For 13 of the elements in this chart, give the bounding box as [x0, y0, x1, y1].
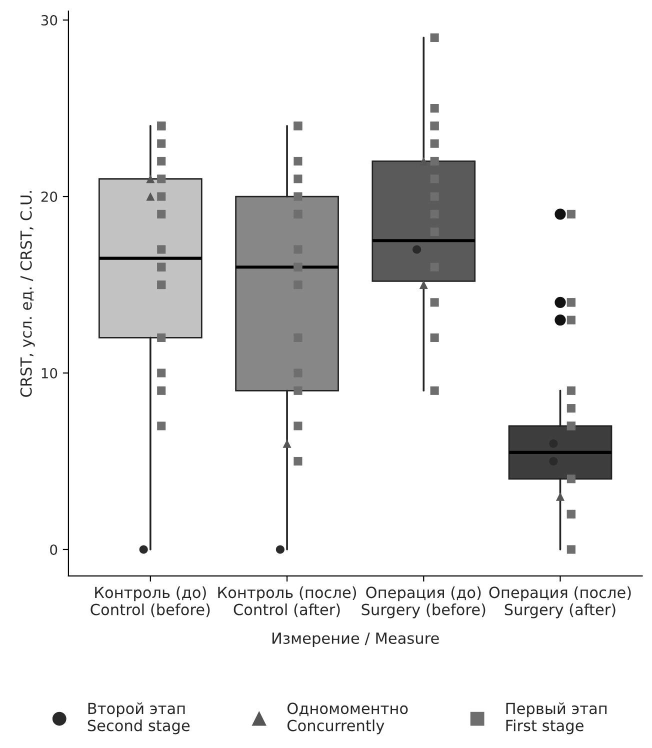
legend-label: Второй этап Second stage — [88, 702, 190, 734]
x-tick-label: Операция (до) Surgery (before) — [362, 586, 486, 618]
legend-label: Первый этап First stage — [506, 702, 607, 734]
y-tick-label: 10 — [42, 368, 58, 378]
y-tick-label: 30 — [41, 15, 58, 26]
y-tick-label: 20 — [41, 191, 58, 202]
y-axis-title: CRST, усл. ед. / CRST, C.U. — [20, 191, 35, 397]
x-tick-label: Контроль (после) Control (after) — [218, 586, 356, 618]
x-axis-title: Измерение / Measure — [272, 632, 439, 647]
x-tick-label: Контроль (до) Control (before) — [90, 586, 210, 618]
x-tick-label: Операция (после) Surgery (after) — [489, 586, 631, 618]
legend-label: Одномоментно Concurrently — [287, 702, 408, 734]
y-tick-label: 0 — [50, 544, 58, 555]
